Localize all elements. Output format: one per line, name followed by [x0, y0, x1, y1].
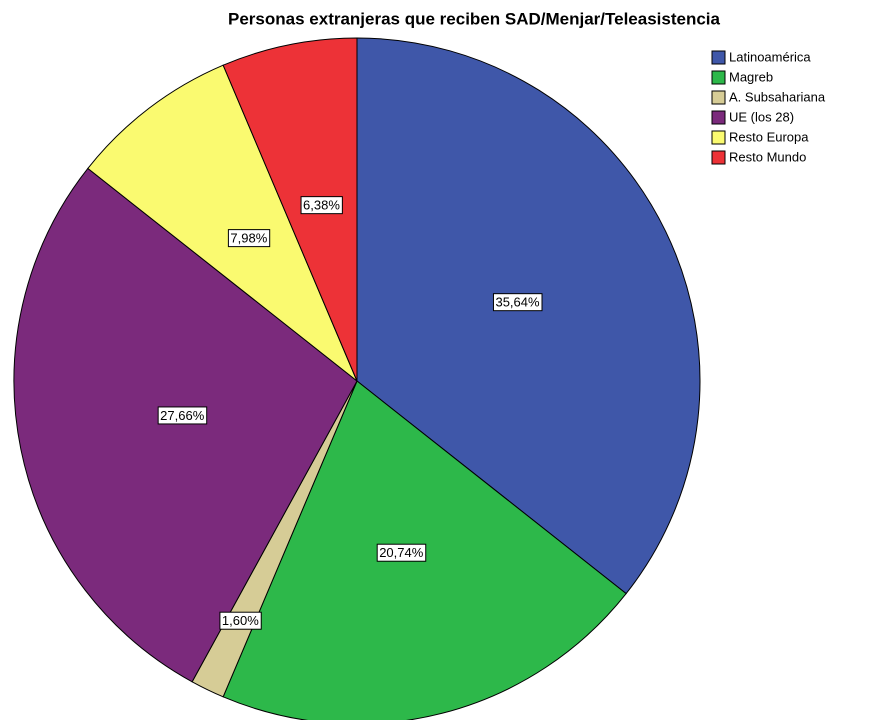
- data-label: 35,64%: [492, 293, 543, 312]
- data-label-box: [227, 229, 271, 248]
- legend-label: UE (los 28): [729, 109, 794, 124]
- data-label: 7,98%: [227, 229, 271, 248]
- data-label-text: 6,38%: [303, 198, 340, 213]
- data-label-text: 27,66%: [160, 408, 205, 423]
- legend-swatch: [711, 70, 726, 85]
- legend-label: Resto Europa: [729, 129, 809, 144]
- data-label-box: [157, 406, 208, 425]
- legend-swatch: [711, 130, 726, 145]
- pie-slice: [356, 37, 701, 595]
- data-label-text: 35,64%: [495, 295, 540, 310]
- pie-slice: [222, 37, 358, 382]
- data-label: 20,74%: [376, 543, 427, 562]
- legend-label: Latinoamérica: [729, 49, 811, 64]
- legend-swatch: [711, 50, 726, 65]
- chart-title: Personas extranjeras que reciben SAD/Men…: [228, 9, 721, 28]
- legend-swatch: [711, 150, 726, 165]
- data-label-box: [300, 196, 343, 215]
- data-label-box: [219, 611, 262, 630]
- legend-label: Resto Mundo: [729, 149, 806, 164]
- data-label: 1,60%: [219, 611, 262, 630]
- data-label-text: 7,98%: [230, 231, 267, 246]
- data-label-text: 1,60%: [222, 613, 259, 628]
- data-label: 6,38%: [300, 196, 343, 215]
- pie-slice: [87, 64, 358, 382]
- data-label-text: 20,74%: [379, 545, 424, 560]
- data-label-box: [492, 293, 543, 312]
- data-label-box: [376, 543, 427, 562]
- data-label: 27,66%: [157, 406, 208, 425]
- legend-swatch: [711, 110, 726, 125]
- legend-label: A. Subsahariana: [729, 89, 826, 104]
- pie-slice: [13, 167, 358, 683]
- legend-label: Magreb: [729, 69, 773, 84]
- legend-swatch: [711, 90, 726, 105]
